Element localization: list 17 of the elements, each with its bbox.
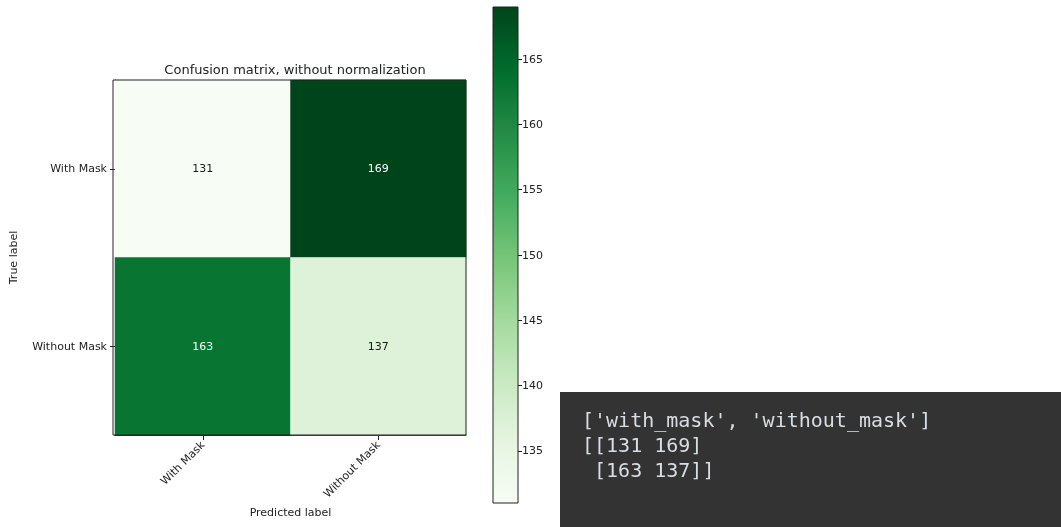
color-bar-label: 155 [522,183,543,197]
data-label: 163 [192,339,214,353]
color-bar-label: 140 [522,379,543,393]
color-bar-label: 145 [522,313,543,327]
color-bar-label: 165 [522,52,543,66]
chart-title: Confusion matrix, without normalization [164,62,426,77]
text: [[131 169] [582,433,704,458]
text: [163 137]] [593,458,716,483]
x-axis-title: Predicted label [249,506,332,519]
y-axis-title: True label [7,230,20,286]
data-label: 131 [192,162,214,176]
color-bar-label: 150 [522,248,543,262]
color-bar-label: 135 [522,444,543,458]
color-bar-label: 160 [522,117,543,131]
data-label: 169 [367,162,389,176]
text: ['with_mask', 'without_mask'] [582,408,933,433]
data-label: 137 [367,339,389,353]
